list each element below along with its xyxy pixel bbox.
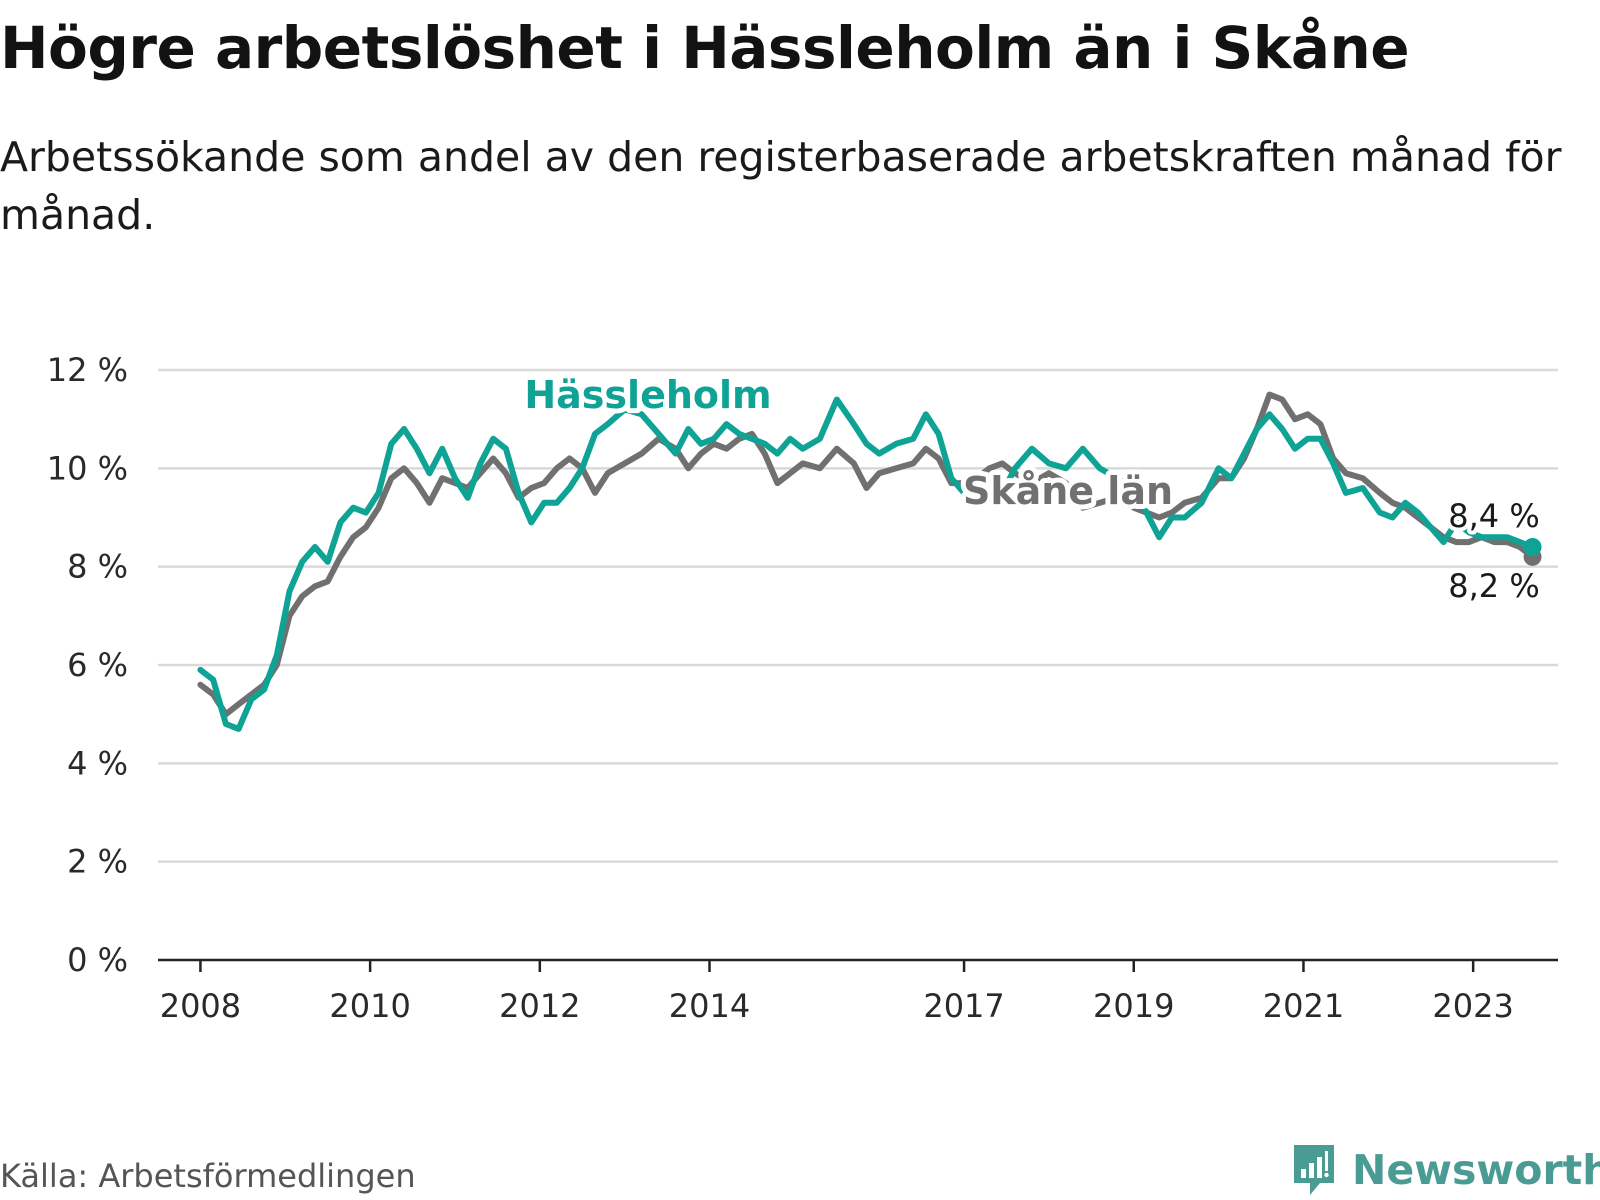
series-line-sk-ne-l-n: [197, 391, 1536, 718]
y-tick-label: 12 %: [47, 351, 128, 389]
y-tick-label: 6 %: [67, 646, 128, 684]
end-value-label-h-ssleholm: 8,4 %: [1448, 497, 1539, 535]
source-note: Källa: Arbetsförmedlingen: [0, 1157, 416, 1195]
x-tick-label: 2021: [1263, 987, 1344, 1025]
y-tick-label: 0 %: [67, 941, 128, 979]
x-tick-label: 2019: [1093, 987, 1174, 1025]
x-tick-label: 2012: [499, 987, 580, 1025]
series-label-sk-ne-l-n: Skåne län: [963, 469, 1173, 513]
y-tick-label: 2 %: [67, 843, 128, 881]
x-tick-label: 2014: [669, 987, 750, 1025]
brand-logo[interactable]: Newsworthy: [1290, 1140, 1600, 1200]
x-tick-label: 2008: [160, 987, 241, 1025]
y-tick-label: 10 %: [47, 449, 128, 487]
y-tick-label: 8 %: [67, 548, 128, 586]
newsworthy-logo-icon: [1294, 1145, 1334, 1195]
chart-title: Högre arbetslöshet i Hässleholm än i Skå…: [0, 14, 1410, 82]
brand-name: Newsworthy: [1352, 1146, 1600, 1194]
series-line-h-ssleholm: [197, 396, 1536, 732]
end-point-h-ssleholm: [1523, 538, 1542, 556]
y-tick-label: 4 %: [67, 744, 128, 782]
series-label-h-ssleholm: Hässleholm: [524, 373, 771, 417]
chart-subtitle: Arbetssökande som andel av den registerb…: [0, 133, 1562, 239]
x-tick-label: 2010: [329, 987, 410, 1025]
x-tick-label: 2017: [923, 987, 1004, 1025]
x-tick-label: 2023: [1432, 987, 1513, 1025]
end-value-label-sk-ne-l-n: 8,2 %: [1448, 567, 1539, 605]
